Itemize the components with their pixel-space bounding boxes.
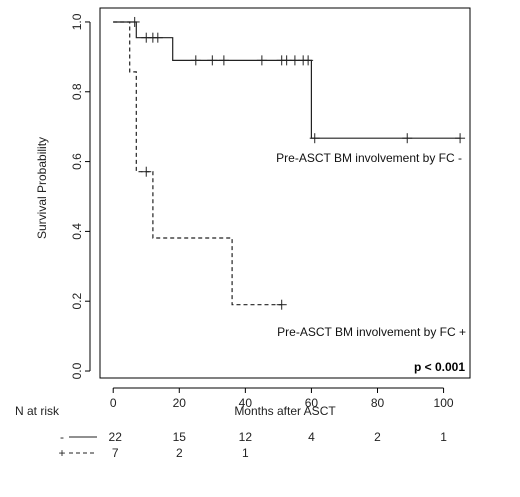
censor-mark [190,55,201,66]
y-tick-label: 0.4 [70,223,84,240]
risk-row-symbol: - [60,430,64,444]
x-axis-label: Months after ASCT [234,404,336,418]
x-tick-label: 20 [173,396,187,410]
y-axis-label: Survival Probability [35,137,49,239]
y-tick-label: 1.0 [70,13,84,30]
risk-count: 1 [242,446,249,460]
x-tick-label: 80 [371,396,385,410]
risk-count: 12 [239,430,253,444]
censor-mark [303,55,314,66]
censor-mark [218,55,229,66]
x-tick-label: 100 [434,396,454,410]
y-tick-label: 0.2 [70,293,84,310]
plot-frame [99,7,471,379]
axes: 0 20 40 60 80 100 0.0 0.2 0.4 0.6 0.8 1.0 [70,7,471,410]
y-tick-label: 0.6 [70,153,84,170]
series-label-plus: Pre-ASCT BM involvement by FC + [277,325,466,339]
censor-mark [129,16,140,27]
y-tick-label: 0.0 [70,362,84,379]
censor-mark [141,166,152,177]
y-tick-label: 0.8 [70,83,84,100]
censor-mark [455,133,466,144]
risk-row-symbol: + [58,446,65,460]
curve-fc-positive [113,21,282,306]
x-tick-label: 0 [110,396,117,410]
risk-count: 7 [112,446,119,460]
risk-count: 2 [374,430,381,444]
series-label-minus: Pre-ASCT BM involvement by FC - [276,151,462,165]
censor-mark [207,55,218,66]
risk-count: 4 [308,430,315,444]
censor-mark [256,55,267,66]
p-value: p < 0.001 [414,360,465,374]
risk-count: 1 [440,430,447,444]
censor-mark [309,133,320,144]
censor-mark [276,299,287,310]
curve-fc-negative [113,21,461,139]
risk-count: 15 [173,430,187,444]
risk-table: - 22 15 12 4 2 1 + 7 2 1 [58,430,447,460]
x-tick-label: 40 [239,396,253,410]
chart-labels: Survival Probability Months after ASCT P… [15,137,466,418]
x-tick-label: 60 [305,396,319,410]
risk-count: 22 [109,430,123,444]
risk-count: 2 [176,446,183,460]
curves [113,16,466,310]
censor-mark [152,32,163,43]
censor-mark [402,133,413,144]
risk-table-title: N at risk [15,404,60,418]
